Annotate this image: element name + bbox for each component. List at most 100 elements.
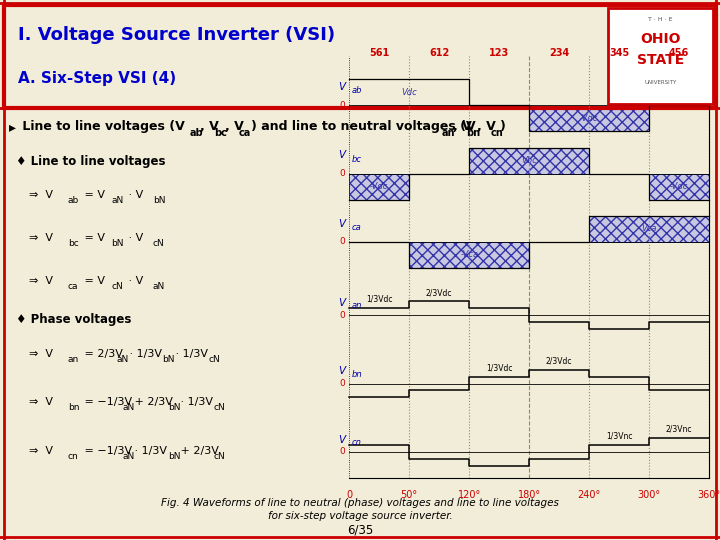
Text: Fig. 4 Waveforms of line to neutral (phase) voltages and line to line voltages: Fig. 4 Waveforms of line to neutral (pha… (161, 498, 559, 508)
Text: = −1/3V: = −1/3V (81, 397, 132, 407)
Text: Line to line voltages (V: Line to line voltages (V (18, 120, 185, 133)
Text: 180°: 180° (518, 490, 541, 500)
Text: STATE: STATE (637, 53, 684, 68)
Text: = V: = V (81, 276, 104, 286)
Text: ): ) (500, 120, 506, 133)
Text: A. Six-Step VSI (4): A. Six-Step VSI (4) (18, 71, 176, 86)
Text: = V: = V (81, 233, 104, 242)
Text: , V: , V (200, 120, 219, 133)
Text: 0: 0 (340, 238, 346, 246)
Text: = V: = V (81, 191, 104, 200)
Text: · 1/3V: · 1/3V (177, 397, 213, 407)
Text: cN: cN (213, 452, 225, 461)
Text: ⇒  V: ⇒ V (29, 276, 53, 286)
Text: V: V (338, 82, 346, 92)
Text: 2/3Vnc: 2/3Vnc (666, 425, 693, 434)
Text: , V: , V (453, 120, 472, 133)
Text: bc: bc (68, 239, 78, 247)
Text: ⇒  V: ⇒ V (29, 233, 53, 242)
Text: 345: 345 (609, 48, 629, 58)
Text: · V: · V (125, 233, 143, 242)
Text: 0: 0 (340, 100, 346, 110)
Text: bN: bN (168, 403, 180, 412)
Text: 2/3Vdc: 2/3Vdc (546, 356, 572, 366)
Text: + 2/3V: + 2/3V (177, 446, 219, 456)
Text: 123: 123 (489, 48, 509, 58)
Text: · V: · V (125, 191, 143, 200)
Text: 240°: 240° (577, 490, 600, 500)
Text: 0: 0 (340, 169, 346, 178)
Text: cN: cN (112, 282, 123, 291)
Text: 1/3Vdc: 1/3Vdc (366, 295, 392, 304)
Text: 561: 561 (369, 48, 390, 58)
Text: bn: bn (351, 370, 362, 379)
Text: 300°: 300° (638, 490, 661, 500)
Text: cn: cn (351, 438, 361, 447)
Text: ⇒  V: ⇒ V (29, 349, 53, 359)
Text: bn: bn (467, 129, 481, 138)
Text: , V: , V (225, 120, 243, 133)
Text: 0: 0 (346, 490, 352, 500)
Text: 50°: 50° (400, 490, 418, 500)
Text: cn: cn (68, 452, 78, 461)
Text: ca: ca (351, 223, 361, 232)
Text: bN: bN (163, 355, 175, 363)
Bar (469, 147, 589, 173)
Bar (649, 173, 709, 199)
Text: ♦ Phase voltages: ♦ Phase voltages (16, 313, 131, 326)
Text: 234: 234 (549, 48, 570, 58)
Bar (529, 105, 649, 131)
Text: ca: ca (68, 282, 78, 291)
Text: for six-step voltage source inverter.: for six-step voltage source inverter. (268, 511, 452, 521)
Text: · 1/3V: · 1/3V (132, 446, 168, 456)
Text: ▸: ▸ (9, 120, 16, 134)
Text: ⇒  V: ⇒ V (29, 397, 53, 407)
Text: an: an (68, 355, 79, 363)
Text: 612: 612 (429, 48, 449, 58)
Bar (349, 79, 469, 105)
Text: aN: aN (112, 197, 124, 205)
Bar (409, 242, 529, 268)
Text: -Vdc: -Vdc (370, 182, 388, 191)
Text: cn: cn (490, 129, 503, 138)
Text: I. Voltage Source Inverter (VSI): I. Voltage Source Inverter (VSI) (18, 26, 335, 44)
Text: an: an (351, 301, 361, 310)
Text: 456: 456 (669, 48, 689, 58)
Text: Vbc: Vbc (521, 156, 537, 165)
Text: bc: bc (351, 155, 361, 164)
Bar (589, 216, 709, 242)
Text: 2/3Vdc: 2/3Vdc (426, 288, 452, 297)
Text: ⇒  V: ⇒ V (29, 446, 53, 456)
Text: bc: bc (215, 129, 228, 138)
Text: 0: 0 (340, 379, 346, 388)
Bar (349, 173, 409, 199)
Text: -Vdc: -Vdc (670, 182, 688, 191)
Text: ab: ab (189, 129, 203, 138)
Text: V: V (338, 219, 346, 229)
Text: cN: cN (208, 355, 220, 363)
Text: · V: · V (125, 276, 143, 286)
Text: 1/3Vdc: 1/3Vdc (486, 363, 513, 373)
Text: · 1/3V: · 1/3V (126, 349, 162, 359)
Text: Vca: Vca (642, 225, 657, 233)
Text: ♦ Line to line voltages: ♦ Line to line voltages (16, 156, 166, 168)
Text: + 2/3V: + 2/3V (132, 397, 174, 407)
Text: 0: 0 (340, 448, 346, 456)
Text: bn: bn (68, 403, 79, 412)
Text: -Vca: -Vca (460, 251, 478, 259)
Text: UNIVERSITY: UNIVERSITY (644, 80, 677, 85)
Text: , V: , V (477, 120, 495, 133)
FancyBboxPatch shape (608, 8, 713, 104)
Text: 120°: 120° (458, 490, 481, 500)
FancyBboxPatch shape (4, 5, 716, 108)
Text: 6/35: 6/35 (347, 524, 373, 537)
Text: V: V (338, 366, 346, 376)
Text: aN: aN (122, 403, 135, 412)
Text: = 2/3V: = 2/3V (81, 349, 122, 359)
Text: 1/3Vnc: 1/3Vnc (606, 432, 632, 441)
Text: · 1/3V: · 1/3V (172, 349, 208, 359)
Text: = −1/3V: = −1/3V (81, 446, 132, 456)
Text: bN: bN (153, 197, 165, 205)
Text: ca: ca (239, 129, 251, 138)
Text: V: V (338, 298, 346, 308)
